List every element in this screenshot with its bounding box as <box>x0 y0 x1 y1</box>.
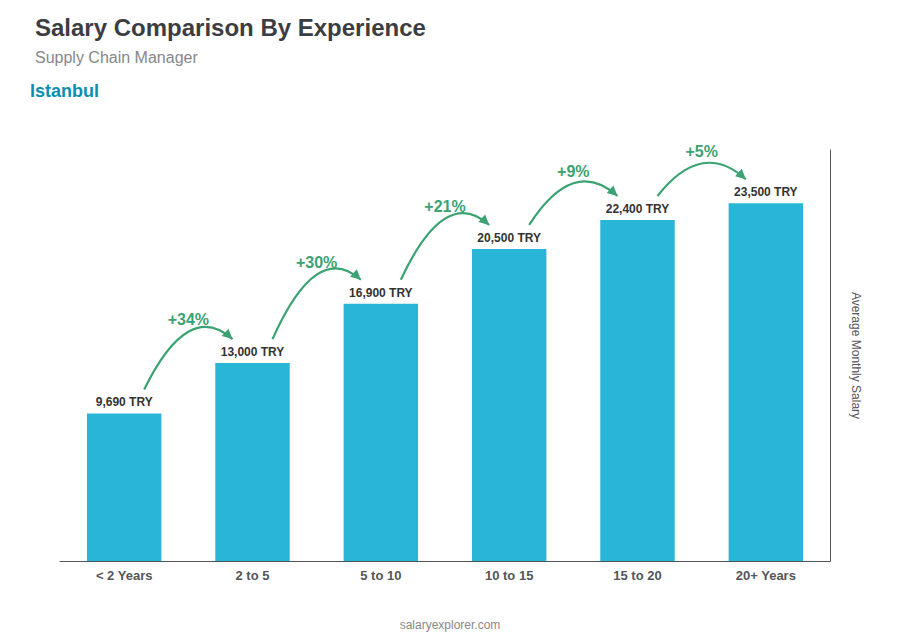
svg-text:2 to 5: 2 to 5 <box>236 568 270 583</box>
svg-text:salaryexplorer.com: salaryexplorer.com <box>400 618 501 632</box>
svg-text:+9%: +9% <box>557 163 589 180</box>
svg-text:13,000 TRY: 13,000 TRY <box>221 345 285 359</box>
svg-text:+21%: +21% <box>424 198 465 215</box>
svg-text:10 to 15: 10 to 15 <box>485 568 533 583</box>
svg-text:5 to 10: 5 to 10 <box>360 568 401 583</box>
svg-text:< 2 Years: < 2 Years <box>96 568 153 583</box>
svg-text:16,900 TRY: 16,900 TRY <box>349 286 413 300</box>
svg-text:Average Monthly Salary: Average Monthly Salary <box>849 292 863 419</box>
svg-text:15 to 20: 15 to 20 <box>613 568 661 583</box>
svg-text:20+ Years: 20+ Years <box>736 568 796 583</box>
svg-text:20,500 TRY: 20,500 TRY <box>477 231 541 245</box>
svg-text:+5%: +5% <box>685 143 717 160</box>
svg-text:+34%: +34% <box>168 311 209 328</box>
svg-text:Supply Chain Manager: Supply Chain Manager <box>35 49 198 66</box>
svg-text:+30%: +30% <box>296 254 337 271</box>
svg-text:9,690 TRY: 9,690 TRY <box>96 395 153 409</box>
svg-text:23,500 TRY: 23,500 TRY <box>734 185 798 199</box>
svg-text:22,400 TRY: 22,400 TRY <box>606 202 670 216</box>
svg-text:Salary Comparison By Experienc: Salary Comparison By Experience <box>35 14 426 41</box>
svg-text:Istanbul: Istanbul <box>30 81 99 101</box>
